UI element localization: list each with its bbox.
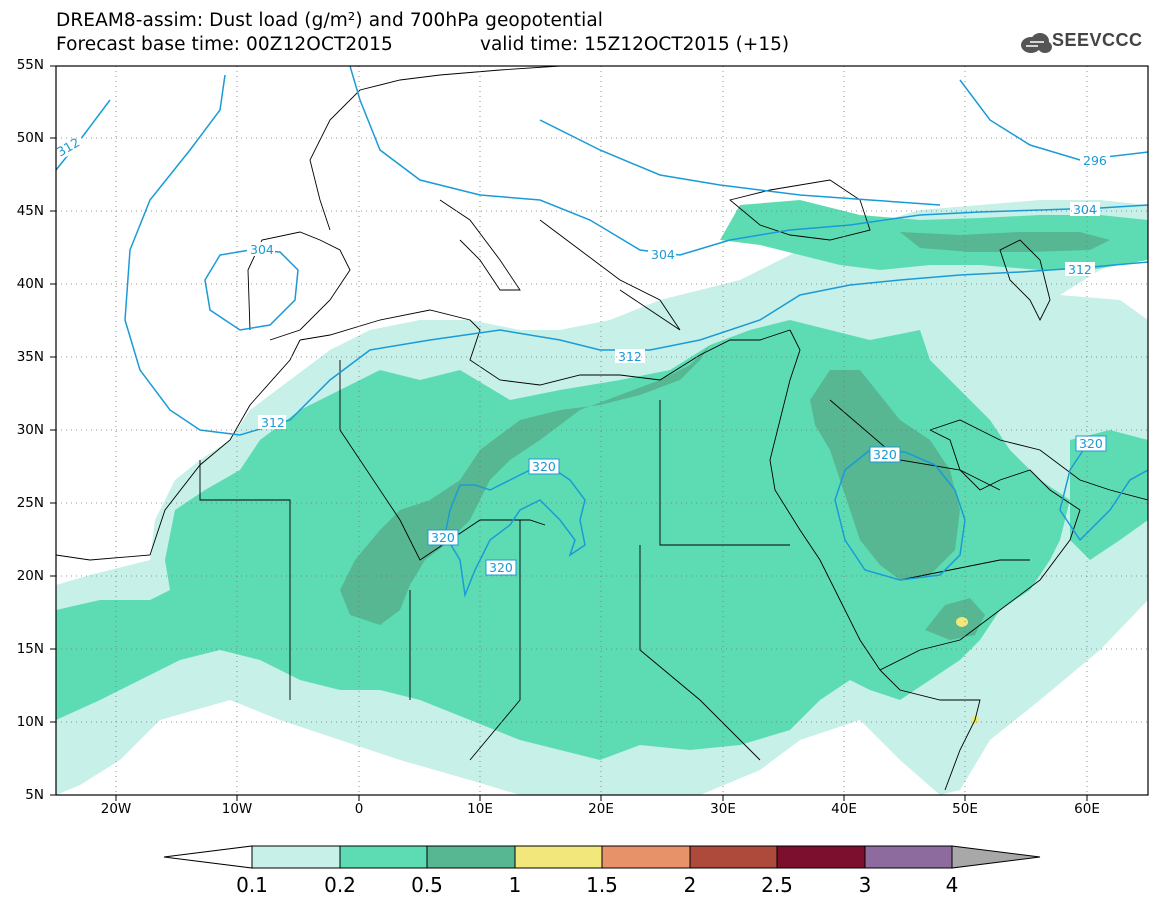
- dust-field-layer: [56, 200, 1148, 795]
- coastline-black-sea: [729, 179, 871, 241]
- dust-field-dark-arabia: [810, 370, 960, 580]
- colorbar-segment: [339, 845, 428, 869]
- contour-label: 320: [489, 560, 513, 575]
- contour-label: 296: [1083, 153, 1107, 168]
- colorbar-segment: [426, 845, 516, 869]
- colorbar-segment: [251, 845, 341, 869]
- lat-label: 25N: [16, 495, 44, 511]
- lon-label: 20W: [100, 801, 132, 817]
- contour-label-layer: 312 304 312 304 312 296 304 312 320 320 …: [52, 133, 1110, 576]
- coastline-levant: [769, 329, 881, 671]
- lat-label: 30N: [16, 422, 44, 438]
- border-arabia: [829, 399, 1001, 491]
- contour-304-europe: [349, 66, 1148, 256]
- seevccc-logo: [1021, 33, 1052, 53]
- coastline-arabia: [879, 429, 1081, 671]
- coastline-horn-africa: [879, 669, 981, 791]
- colorbar-tick-label: 2.5: [761, 873, 793, 897]
- lat-label: 45N: [16, 203, 44, 219]
- colorbar-tick-label: 1: [508, 873, 522, 897]
- colorbar-tick-label: 0.5: [411, 873, 443, 897]
- lat-label: 10N: [16, 714, 44, 730]
- contour-320-east: [1059, 439, 1148, 542]
- lon-label: 0: [354, 801, 364, 817]
- dust-field-dark-north: [900, 232, 1110, 252]
- valid-time: valid time: 15Z12OCT2015 (+15): [480, 34, 790, 55]
- lon-label: 10W: [221, 801, 253, 817]
- lon-label: 50E: [952, 801, 978, 817]
- contour-296-northeast: [959, 79, 1148, 161]
- border-sahara-1: [199, 460, 291, 700]
- colorbar: [163, 845, 1041, 869]
- axis-ticks: [50, 65, 1088, 801]
- lat-label: 5N: [25, 787, 44, 803]
- contour-312-atlantic: [124, 74, 1148, 436]
- contour-label: 304: [1073, 202, 1097, 217]
- contour-label: 320: [1079, 436, 1103, 451]
- contour-296-europe: [539, 119, 941, 206]
- coastline-iran: [929, 419, 1148, 501]
- lat-label: 15N: [16, 641, 44, 657]
- lat-label: 20N: [16, 568, 44, 584]
- lon-label: 60E: [1074, 801, 1100, 817]
- lon-label: 20E: [588, 801, 614, 817]
- lon-label: 40E: [831, 801, 857, 817]
- colorbar-high-arrow: [951, 845, 1041, 869]
- contour-320-sahara: [444, 469, 586, 598]
- grid-lines: [56, 66, 1148, 795]
- coastline-north-africa: [299, 309, 791, 386]
- lat-label: 50N: [16, 130, 44, 146]
- border-sahara-4: [469, 520, 521, 761]
- colorbar-segment: [514, 845, 603, 869]
- dust-field-dark-sahara: [340, 345, 710, 625]
- coastline-balkans: [539, 219, 681, 331]
- colorbar-segment: [689, 845, 778, 869]
- colorbar-tick-label: 0.1: [236, 873, 268, 897]
- contour-label: 304: [651, 247, 675, 262]
- contour-label: 320: [873, 447, 897, 462]
- colorbar-tick-label: 4: [945, 873, 959, 897]
- colorbar-segment: [601, 845, 691, 869]
- contour-312-west: [56, 99, 111, 171]
- geopotential-contours: [56, 66, 1148, 598]
- contour-label: 312: [1068, 262, 1092, 277]
- lat-label: 55N: [16, 57, 44, 73]
- coastline-europe: [309, 66, 561, 231]
- contour-label: 320: [431, 530, 455, 545]
- coastline-italy: [439, 199, 521, 291]
- contour-304-iberia: [204, 249, 299, 331]
- colorbar-segment: [776, 845, 866, 869]
- colorbar-segment: [864, 845, 953, 869]
- cloud-icon: [1021, 33, 1052, 53]
- contour-label: 312: [618, 349, 642, 364]
- border-sahara-2: [339, 360, 546, 561]
- border-arabia-2: [899, 559, 1030, 581]
- lat-label: 35N: [16, 349, 44, 365]
- lon-label: 10E: [467, 801, 493, 817]
- coastline-caspian: [999, 239, 1051, 322]
- dust-field-yellow-yemen: [956, 617, 968, 627]
- border-sahara-3: [659, 400, 790, 546]
- colorbar-tick-label: 3: [858, 873, 872, 897]
- dust-field-medium-se: [1070, 430, 1148, 560]
- contour-label: 304: [250, 242, 274, 257]
- colorbar-low-arrow: [163, 845, 253, 869]
- border-east-africa: [639, 545, 761, 761]
- chart-title: DREAM8-assim: Dust load (g/m²) and 700hP…: [56, 10, 604, 31]
- dust-field-dark-yemen: [925, 598, 985, 640]
- contour-320-arabia: [834, 449, 966, 581]
- forecast-base-time: Forecast base time: 00Z12OCT2015: [56, 34, 393, 55]
- contour-label: 320: [532, 459, 556, 474]
- lon-label: 30E: [710, 801, 736, 817]
- contour-label: 312: [261, 415, 285, 430]
- colorbar-tick-label: 0.2: [324, 873, 356, 897]
- logo-text: SEEVCCC: [1052, 30, 1143, 50]
- colorbar-tick-label: 2: [683, 873, 697, 897]
- lat-label: 40N: [16, 276, 44, 292]
- colorbar-tick-label: 1.5: [586, 873, 618, 897]
